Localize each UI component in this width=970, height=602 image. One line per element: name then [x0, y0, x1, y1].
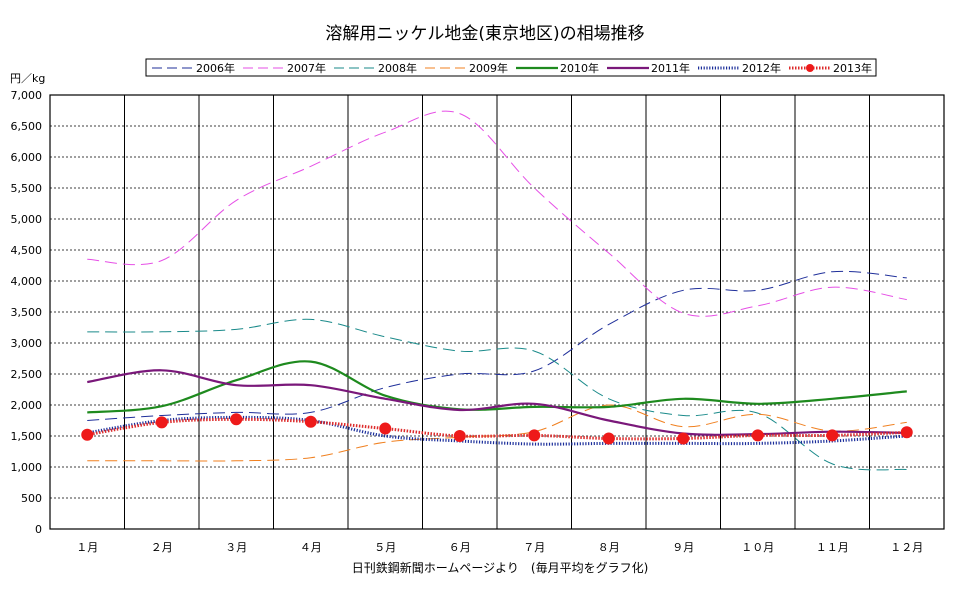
series-point-2013	[602, 432, 615, 445]
x-tick-label: ４月	[300, 541, 322, 554]
series-point-2013	[677, 432, 690, 445]
series-line-2008	[87, 318, 907, 471]
series-line-2006	[87, 270, 907, 421]
y-axis-unit: 円／kg	[10, 72, 45, 85]
y-tick-label: 3,500	[11, 306, 43, 319]
x-axis-source-label: 日刊鉄鋼新聞ホームページより (毎月平均をグラフ化)	[352, 560, 649, 575]
series-point-2013	[751, 429, 764, 442]
series-point-2013	[528, 429, 541, 442]
x-tick-label: ２月	[151, 541, 173, 554]
series-line-2009	[87, 404, 907, 462]
x-tick-label: １０月	[741, 541, 774, 554]
y-tick-label: 4,000	[11, 275, 43, 288]
y-tick-label: 1,000	[11, 461, 43, 474]
x-tick-label: １１月	[816, 541, 849, 554]
series-line-2012	[87, 415, 907, 446]
legend-label-2007: 2007年	[287, 61, 326, 75]
series-line-2007	[87, 110, 907, 317]
legend-label-2011: 2011年	[651, 61, 690, 75]
y-tick-label: 4,500	[11, 244, 43, 257]
y-tick-label: 1,500	[11, 430, 43, 443]
grid	[50, 95, 944, 529]
legend-marker-2013	[806, 64, 814, 72]
legend-label-2012: 2012年	[742, 61, 781, 75]
series-point-2013	[304, 415, 317, 428]
x-tick-label: １月	[76, 541, 98, 554]
plot-border	[49, 94, 945, 530]
y-tick-label: 2,500	[11, 368, 43, 381]
x-tick-label: １２月	[890, 541, 923, 554]
y-tick-label: 3,000	[11, 337, 43, 350]
legend-label-2010: 2010年	[560, 61, 599, 75]
legend-label-2009: 2009年	[469, 61, 508, 75]
x-tick-label: ７月	[523, 541, 545, 554]
x-tick-label: ９月	[672, 541, 694, 554]
series-point-2013	[230, 413, 243, 426]
legend-label-2006: 2006年	[196, 61, 235, 75]
y-tick-label: 6,500	[11, 120, 43, 133]
series-point-2013	[155, 416, 168, 429]
y-tick-label: 5,000	[11, 213, 43, 226]
x-tick-label: ８月	[598, 541, 620, 554]
series-point-2013	[453, 430, 466, 442]
series-point-2013	[900, 426, 913, 439]
x-axis: １月 ２月 ３月 ４月 ５月 ６月 ７月 ８月 ９月 １０月 １１月 １２月	[76, 541, 923, 554]
chart-title: 溶解用ニッケル地金(東京地区)の相場推移	[325, 24, 644, 44]
y-tick-label: 0	[35, 523, 42, 536]
legend-label-2008: 2008年	[378, 61, 417, 75]
series-point-2013	[379, 422, 392, 435]
series-point-2013	[826, 429, 839, 442]
y-tick-label: 6,000	[11, 151, 43, 164]
series-group	[81, 110, 913, 471]
x-tick-label: ３月	[225, 541, 247, 554]
series-line-2010	[87, 360, 907, 414]
y-axis: 0 500 1,000 1,500 2,000 2,500 3,000 3,500 4,000 4…	[11, 89, 43, 536]
legend-box	[145, 58, 877, 77]
legend-label-2013: 2013年	[833, 61, 872, 75]
x-tick-label: ６月	[449, 541, 471, 554]
x-tick-label: ５月	[374, 541, 396, 554]
series-point-2013	[81, 428, 94, 441]
y-tick-label: 5,500	[11, 182, 43, 195]
y-tick-label: 2,000	[11, 399, 43, 412]
legend: 2006年 2007年 2008年 2009年 2010年 2011年 2012年 2013年	[145, 58, 877, 77]
series-line-2013	[87, 417, 907, 441]
y-tick-label: 500	[21, 492, 42, 505]
y-tick-label: 7,000	[11, 89, 43, 102]
